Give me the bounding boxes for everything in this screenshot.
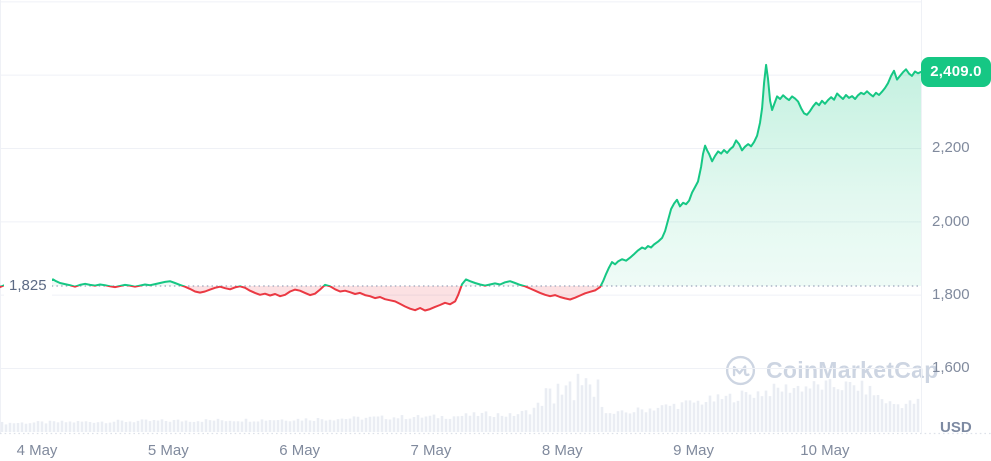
x-axis-label: 10 May <box>800 442 850 459</box>
coinmarketcap-watermark: CoinMarketCap <box>724 354 939 387</box>
x-axis-label: 5 May <box>147 442 189 459</box>
x-axis-label: 6 May <box>279 442 321 459</box>
y-axis-label: 2,200 <box>932 139 970 157</box>
y-axis-label: 2,000 <box>932 212 970 230</box>
x-axis-label: 9 May <box>673 442 714 459</box>
price-area-up <box>2 64 921 286</box>
last-price-badge: 2,409.0 <box>921 56 991 87</box>
x-axis-label: 4 May <box>16 442 58 459</box>
y-axis-label: 1,800 <box>932 286 970 304</box>
y-axis-label: 1,600 <box>932 359 970 377</box>
volume-bars <box>0 373 920 432</box>
x-axis-label: 8 May <box>541 442 583 459</box>
price-line-up <box>0 63 921 286</box>
x-axis-label: 7 May <box>410 442 452 459</box>
price-line-down <box>0 285 602 312</box>
baseline-price-label: 1,825 <box>4 275 52 296</box>
watermark-text: CoinMarketCap <box>766 357 939 383</box>
currency-unit-label: USD <box>940 419 972 436</box>
